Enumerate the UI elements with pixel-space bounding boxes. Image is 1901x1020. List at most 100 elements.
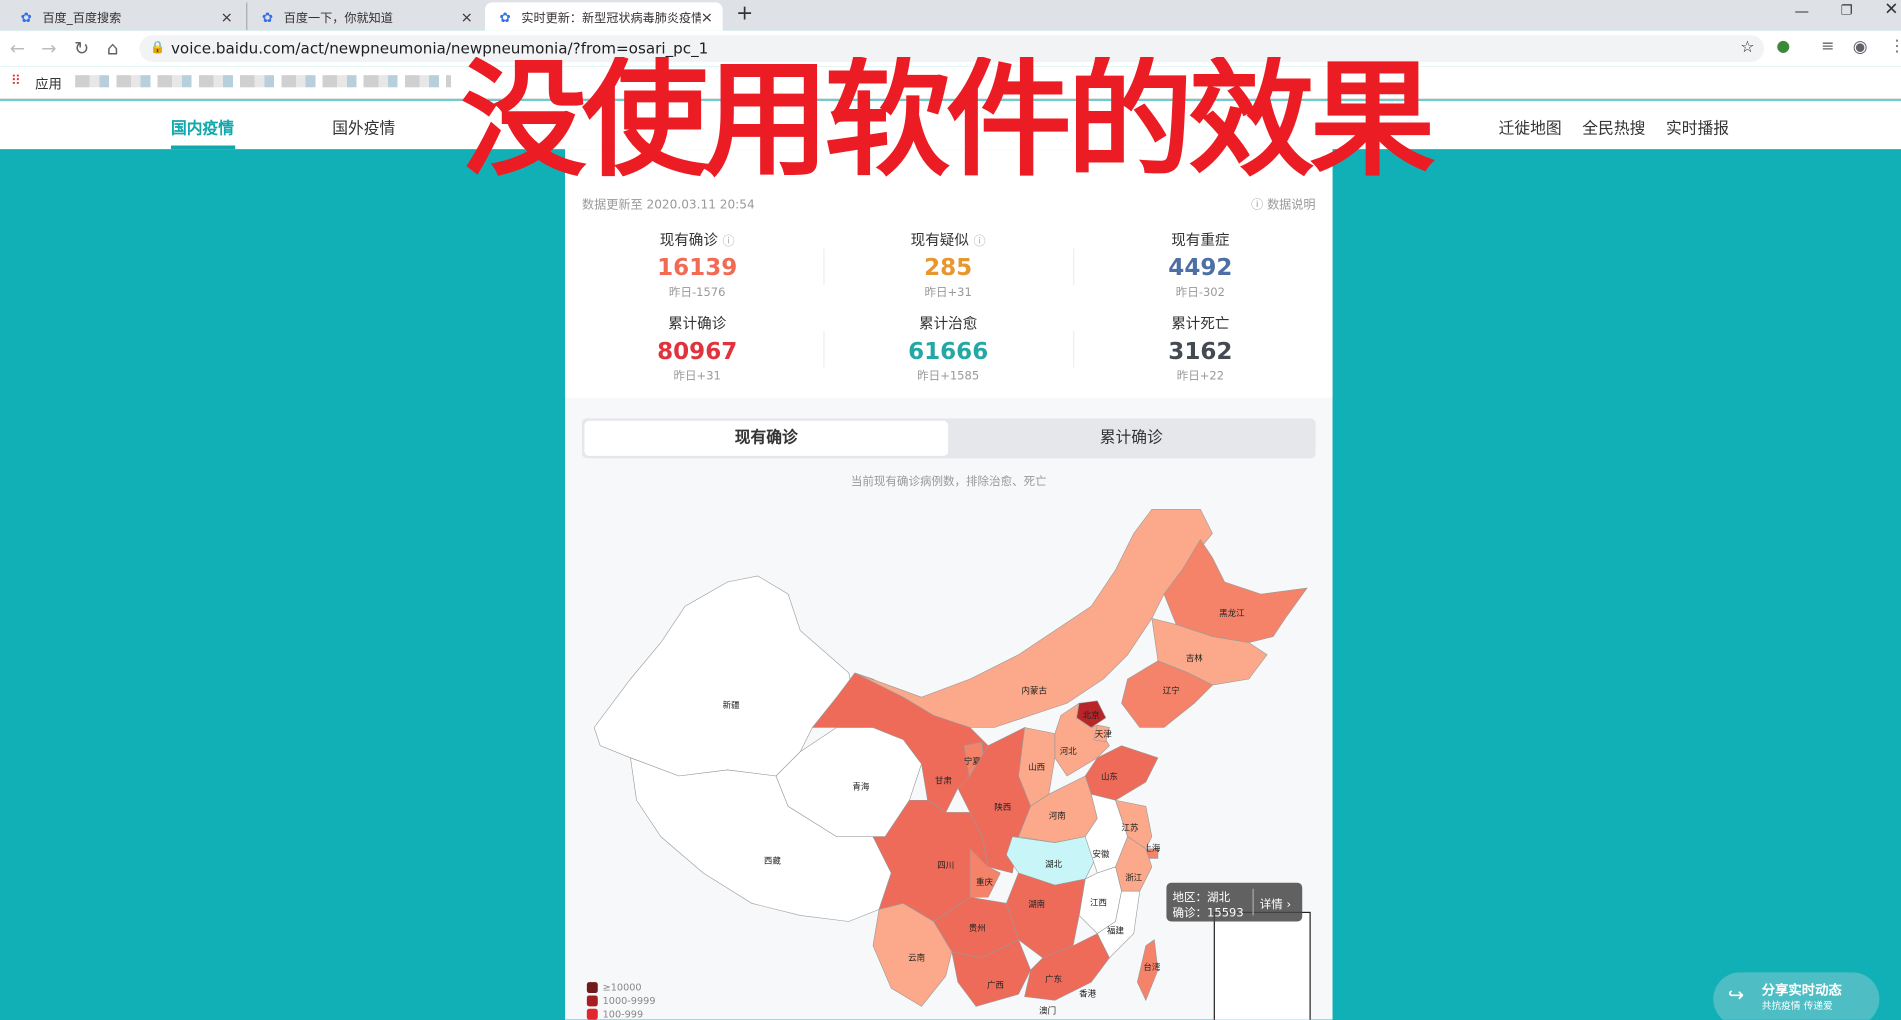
stat-label-text: 现有确诊	[659, 231, 718, 249]
legend-label: 1000-9999	[602, 995, 656, 1007]
province-label: 江西	[1090, 898, 1107, 908]
tab-title: 实时更新：新型冠状病毒肺炎疫情	[521, 12, 704, 26]
nav-hot-search[interactable]: 全民热搜	[1582, 120, 1646, 139]
help-icon: ⓘ	[1251, 198, 1268, 213]
menu-icon[interactable]: ⋮	[1889, 38, 1901, 56]
close-window-icon[interactable]: ✕	[1884, 0, 1899, 20]
province-guangdong[interactable]	[1024, 933, 1110, 1001]
bookmark-star-icon[interactable]: ☆	[1740, 38, 1755, 57]
overlay-caption: 没使用软件的效果	[460, 56, 1436, 184]
stat-label: 现有确诊 ⓘ	[576, 229, 819, 250]
divider	[1073, 331, 1075, 368]
legend-swatch	[586, 982, 598, 994]
province-jiangsu[interactable]	[1115, 799, 1153, 850]
province-label: 湖北	[1045, 859, 1062, 869]
legend-item[interactable]: 100-999	[586, 1008, 643, 1020]
metric-toggle: 现有确诊 累计确诊	[582, 418, 1316, 459]
stat-3: 累计确诊 80967 昨日+31	[576, 313, 819, 383]
bookmarks-bar: ⠿ 应用	[0, 66, 1901, 100]
legend-label: ≥10000	[602, 982, 642, 994]
apps-grid-icon[interactable]: ⠿	[10, 72, 21, 89]
media-icon[interactable]: ≡	[1821, 37, 1835, 56]
province-liaoning[interactable]	[1121, 660, 1214, 728]
province-tianjin[interactable]	[1093, 724, 1110, 743]
help-icon[interactable]: ⓘ	[722, 235, 735, 249]
province-label: 河北	[1060, 746, 1077, 756]
share-title: 分享实时动态	[1761, 982, 1842, 998]
province-label: 新疆	[723, 700, 740, 710]
minimize-icon[interactable]: —	[1794, 2, 1810, 20]
update-time: 数据更新至 2020.03.11 20:54	[582, 198, 755, 213]
baidu-paw-icon: ✿	[20, 9, 32, 25]
legend-item[interactable]: 1000-9999	[586, 995, 656, 1007]
content-panel: 数据更新至 2020.03.11 20:54 ⓘ 数据说明 现有确诊 ⓘ 161…	[565, 149, 1333, 1020]
nav-foreign[interactable]: 国外疫情	[332, 120, 396, 139]
province-label: 上海	[1143, 843, 1160, 853]
address-bar[interactable]: 🔒 voice.baidu.com/act/newpneumonia/newpn…	[139, 35, 1765, 62]
legend-swatch	[586, 1008, 598, 1020]
close-tab-icon[interactable]: ×	[700, 7, 713, 25]
province-label: 陕西	[994, 802, 1011, 812]
province-chongqing[interactable]	[969, 848, 1001, 898]
province-beijing[interactable]	[1076, 700, 1107, 728]
browser-toolbar: ← → ↻ ⌂ 🔒 voice.baidu.com/act/newpneumon…	[0, 30, 1901, 67]
help-icon[interactable]: ⓘ	[973, 235, 986, 249]
share-subtitle: 共抗疫情 传递爱	[1761, 1000, 1833, 1012]
tooltip-region: 地区：湖北	[1172, 891, 1231, 905]
share-arrow-icon: ↪	[1727, 983, 1745, 1007]
close-tab-icon[interactable]: ×	[220, 7, 233, 25]
reload-icon[interactable]: ↻	[73, 37, 90, 60]
stat-delta: 昨日-302	[1175, 286, 1225, 300]
data-note-link[interactable]: ⓘ 数据说明	[1251, 194, 1315, 212]
nav-migration-map[interactable]: 迁徙地图	[1498, 120, 1562, 139]
toggle-total-confirmed[interactable]: 累计确诊	[1099, 429, 1163, 448]
stat-label-text: 累计死亡	[1171, 315, 1230, 333]
stat-label-text: 累计治愈	[919, 315, 978, 333]
province-qinghai[interactable]	[775, 727, 922, 837]
browser-tab[interactable]: ✿ 百度一下，你就知道 ×	[246, 2, 482, 31]
apps-bookmark[interactable]: 应用	[35, 76, 62, 93]
province-guangxi[interactable]	[951, 939, 1031, 1007]
stat-value: 61666	[908, 338, 989, 365]
stat-0: 现有确诊 ⓘ 16139 昨日-1576	[576, 229, 819, 300]
province-label: 江苏	[1122, 823, 1139, 833]
tooltip-detail-link[interactable]: 详情 ›	[1259, 898, 1292, 912]
stat-1: 现有疑似 ⓘ 285 昨日+31	[827, 229, 1069, 300]
stat-label: 累计治愈	[827, 313, 1069, 334]
toggle-current-confirmed[interactable]: 现有确诊	[584, 420, 949, 456]
extension-icon[interactable]: ●	[1776, 37, 1791, 56]
tab-title: 百度一下，你就知道	[283, 12, 393, 26]
province-label: 山东	[1101, 772, 1118, 782]
legend-item[interactable]: ≥10000	[586, 982, 642, 994]
province-label: 澳门	[1039, 1006, 1056, 1016]
province-yunnan[interactable]	[872, 902, 953, 1007]
province-label: 湖南	[1028, 899, 1045, 909]
home-icon[interactable]: ⌂	[106, 37, 119, 60]
browser-tab-active[interactable]: ✿ 实时更新：新型冠状病毒肺炎疫情 ×	[485, 2, 723, 31]
back-icon[interactable]: ←	[9, 37, 25, 60]
active-nav-underline	[170, 145, 236, 150]
province-label: 北京	[1083, 710, 1100, 720]
nav-live-updates[interactable]: 实时播报	[1665, 120, 1730, 139]
close-tab-icon[interactable]: ×	[460, 7, 473, 25]
province-label: 甘肃	[935, 775, 952, 785]
stat-value: 3162	[1168, 338, 1233, 365]
restore-icon[interactable]: ❐	[1840, 2, 1853, 19]
province-taiwan[interactable]	[1137, 939, 1159, 1002]
browser-tab[interactable]: ✿ 百度_百度搜索 ×	[6, 2, 242, 30]
province-label: 香港	[1079, 989, 1096, 999]
province-label: 山西	[1028, 762, 1045, 772]
stat-value: 285	[924, 254, 973, 282]
forward-icon[interactable]: →	[41, 37, 57, 60]
nav-domestic[interactable]: 国内疫情	[170, 120, 235, 139]
new-tab-button[interactable]: +	[735, 1, 754, 26]
stat-5: 累计死亡 3162 昨日+22	[1079, 313, 1322, 383]
province-label: 浙江	[1125, 872, 1142, 882]
province-label: 青海	[852, 781, 869, 791]
province-label: 台湾	[1143, 962, 1160, 972]
province-label: 广西	[987, 980, 1004, 990]
share-button[interactable]: ↪ 分享实时动态 共抗疫情 传递爱	[1713, 972, 1880, 1020]
profile-icon[interactable]: ◉	[1852, 37, 1868, 57]
tab-title: 百度_百度搜索	[42, 12, 122, 26]
